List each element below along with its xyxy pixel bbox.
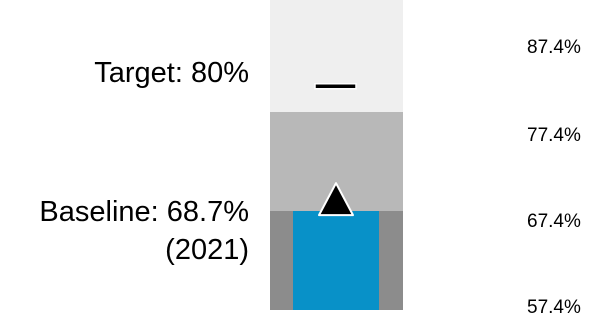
baseline-year-label: (2021) xyxy=(165,234,249,266)
baseline-label: Baseline: 68.7% xyxy=(39,196,249,228)
baseline-triangle-marker xyxy=(318,182,354,217)
target-marker xyxy=(314,83,357,90)
tick-label: 67.4% xyxy=(527,211,581,232)
target-label: Target: 80% xyxy=(94,57,249,89)
tick-label: 77.4% xyxy=(527,125,581,146)
tick-label: 57.4% xyxy=(527,297,581,318)
actual-value-bar xyxy=(293,211,379,310)
axis-tick-labels: 87.4% 77.4% 67.4% 57.4% xyxy=(527,37,581,318)
range-band-3 xyxy=(270,0,403,112)
tick-label: 87.4% xyxy=(527,37,581,58)
